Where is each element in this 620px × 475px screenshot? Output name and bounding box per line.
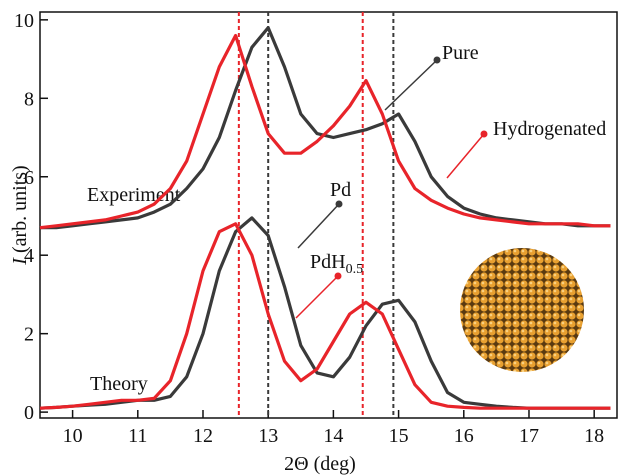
series-name: Pd xyxy=(330,179,351,201)
series-name: PdH xyxy=(310,251,346,273)
y-tick-label: 0 xyxy=(24,402,34,424)
series-name: Pure xyxy=(442,42,479,64)
x-tick-label: 13 xyxy=(258,425,278,447)
x-axis-label: 2Θ (deg) xyxy=(284,453,356,475)
x-tick-label: 18 xyxy=(584,425,604,447)
x-tick-label: 14 xyxy=(323,425,343,447)
plot-frame xyxy=(39,11,618,419)
y-label-text: (arb. units) xyxy=(9,165,31,253)
x-tick-label: 10 xyxy=(63,425,83,447)
y-axis-label: I (arb. units) xyxy=(9,165,31,265)
y-tick-label: 4 xyxy=(24,245,34,267)
leader-line xyxy=(384,59,438,111)
x-tick-label: 17 xyxy=(519,425,539,447)
series-name-subscript: 0.5 xyxy=(346,262,364,277)
x-tick-label: 15 xyxy=(389,425,409,447)
leader-line xyxy=(295,275,339,319)
cluster-inset xyxy=(460,248,584,372)
y-tick-label: 10 xyxy=(14,10,34,32)
y-tick-label: 8 xyxy=(24,88,34,110)
series-name: Hydrogenated xyxy=(493,118,606,140)
leader-dot xyxy=(433,56,441,64)
series-label: Hydrogenated xyxy=(493,118,606,140)
series-line xyxy=(39,222,611,410)
leader-dot xyxy=(334,272,342,280)
series-label: PdH0.5 xyxy=(310,251,363,277)
annotation: Experiment xyxy=(87,184,181,206)
leader-dot xyxy=(335,200,343,208)
leader-line xyxy=(297,203,340,249)
x-tick-label: 16 xyxy=(454,425,474,447)
annotation: Theory xyxy=(90,373,148,395)
y-label-symbol: I xyxy=(9,257,31,266)
leader-line xyxy=(446,133,485,179)
series-label: Pd xyxy=(330,179,351,201)
x-tick-label: 11 xyxy=(128,425,147,447)
series-label: Pure xyxy=(442,42,479,64)
x-tick-label: 12 xyxy=(193,425,213,447)
series-line xyxy=(39,33,611,230)
y-tick-label: 2 xyxy=(24,324,34,346)
y-tick-label: 6 xyxy=(24,167,34,189)
leader-dot xyxy=(480,130,488,138)
